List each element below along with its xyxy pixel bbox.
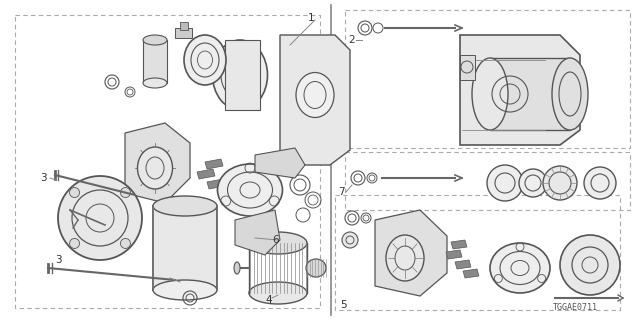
Polygon shape — [217, 187, 235, 197]
Text: 2: 2 — [348, 35, 355, 45]
Ellipse shape — [153, 280, 217, 300]
Text: 6: 6 — [272, 235, 278, 245]
Ellipse shape — [218, 164, 282, 216]
Polygon shape — [446, 250, 462, 259]
Ellipse shape — [386, 235, 424, 281]
Ellipse shape — [184, 35, 226, 85]
Text: 5: 5 — [340, 300, 347, 310]
Circle shape — [120, 188, 131, 197]
Polygon shape — [375, 210, 447, 296]
Polygon shape — [460, 55, 475, 80]
Ellipse shape — [296, 73, 334, 117]
Ellipse shape — [490, 243, 550, 293]
Polygon shape — [235, 210, 280, 255]
Circle shape — [560, 235, 620, 295]
Polygon shape — [451, 240, 467, 249]
Circle shape — [342, 232, 358, 248]
Polygon shape — [207, 179, 225, 189]
Ellipse shape — [143, 35, 167, 45]
Polygon shape — [175, 28, 192, 38]
Polygon shape — [255, 148, 305, 178]
Text: TGGAE0711: TGGAE0711 — [552, 303, 598, 312]
Ellipse shape — [306, 259, 326, 277]
Circle shape — [120, 238, 131, 248]
Polygon shape — [460, 35, 580, 145]
Polygon shape — [143, 40, 167, 83]
Polygon shape — [455, 260, 471, 269]
Polygon shape — [280, 35, 350, 165]
Ellipse shape — [138, 147, 173, 189]
Polygon shape — [225, 40, 260, 110]
Ellipse shape — [153, 196, 217, 216]
Polygon shape — [197, 169, 215, 179]
Polygon shape — [463, 269, 479, 278]
Text: 3: 3 — [40, 173, 47, 183]
Text: 7: 7 — [338, 187, 344, 197]
Circle shape — [584, 167, 616, 199]
Circle shape — [58, 176, 142, 260]
Ellipse shape — [212, 40, 268, 110]
Ellipse shape — [472, 58, 508, 130]
Polygon shape — [153, 206, 217, 290]
Text: 3: 3 — [55, 255, 61, 265]
Polygon shape — [205, 159, 223, 169]
Circle shape — [487, 165, 523, 201]
Ellipse shape — [249, 232, 307, 254]
Circle shape — [70, 188, 79, 197]
Text: 1: 1 — [308, 13, 315, 23]
Polygon shape — [125, 123, 190, 203]
Text: 4: 4 — [265, 295, 271, 305]
Ellipse shape — [143, 78, 167, 88]
Ellipse shape — [234, 262, 240, 274]
Polygon shape — [490, 58, 570, 130]
Circle shape — [70, 238, 79, 248]
Ellipse shape — [249, 282, 307, 304]
Polygon shape — [180, 22, 188, 30]
Ellipse shape — [552, 58, 588, 130]
Ellipse shape — [543, 166, 577, 200]
Circle shape — [519, 169, 547, 197]
